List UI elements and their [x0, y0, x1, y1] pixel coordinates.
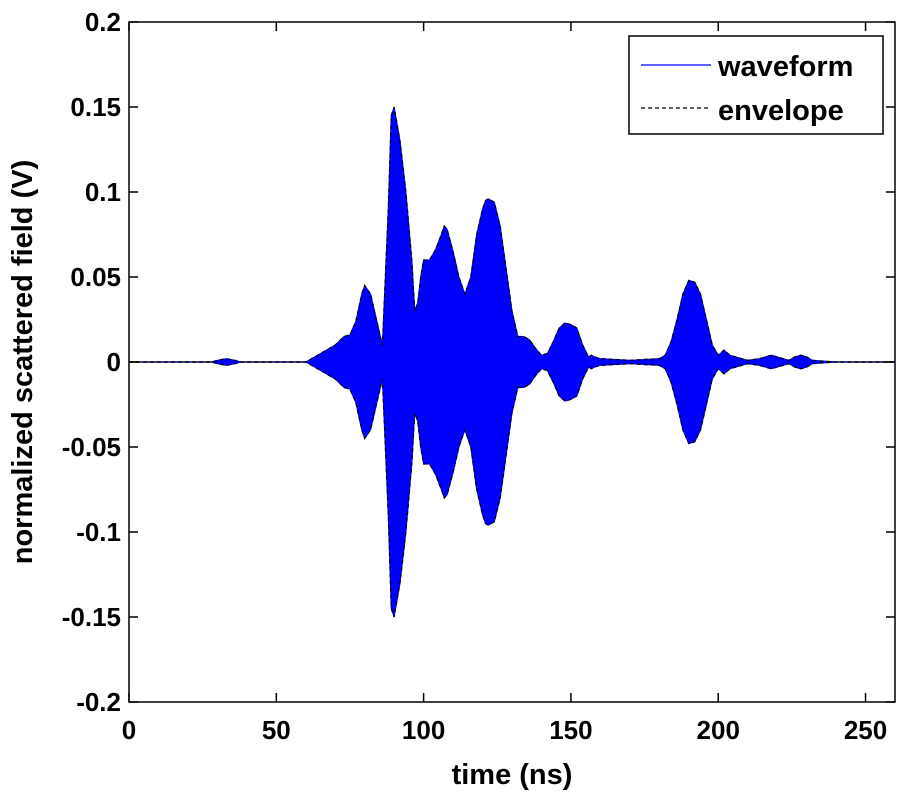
x-tick-label: 50 [262, 715, 291, 745]
y-tick-label: 0.2 [85, 7, 121, 37]
y-axis-label: normalized scattered field (V) [7, 160, 39, 565]
y-tick-label: -0.15 [62, 602, 121, 632]
y-tick-label: -0.05 [62, 432, 121, 462]
y-tick-label: 0.1 [85, 177, 121, 207]
x-tick-label: 200 [697, 715, 740, 745]
x-tick-label: 250 [844, 715, 887, 745]
legend-label-envelope: envelope [718, 95, 844, 127]
y-tick-label: -0.2 [76, 687, 121, 717]
x-tick-label: 100 [402, 715, 445, 745]
legend-label-waveform: waveform [717, 51, 853, 83]
y-tick-label: -0.1 [76, 517, 121, 547]
tick-labels: 0 50 100 150 200 250 0.2 0.15 0.1 0.05 0 -0.05 -0.1 -… [62, 7, 887, 745]
envelope-series-lower [129, 361, 895, 618]
axis-ticks [128, 21, 895, 703]
y-tick-label: 0.15 [70, 92, 121, 122]
legend: waveform envelope [628, 35, 884, 135]
x-tick-label: 0 [122, 715, 136, 745]
x-axis-label: time (ns) [452, 759, 573, 791]
x-tick-label: 150 [549, 715, 592, 745]
y-tick-label: 0 [107, 347, 121, 377]
legend-box [628, 35, 884, 135]
envelope-series-upper [129, 106, 895, 363]
y-tick-label: 0.05 [70, 262, 121, 292]
waveform-series [129, 106, 895, 618]
